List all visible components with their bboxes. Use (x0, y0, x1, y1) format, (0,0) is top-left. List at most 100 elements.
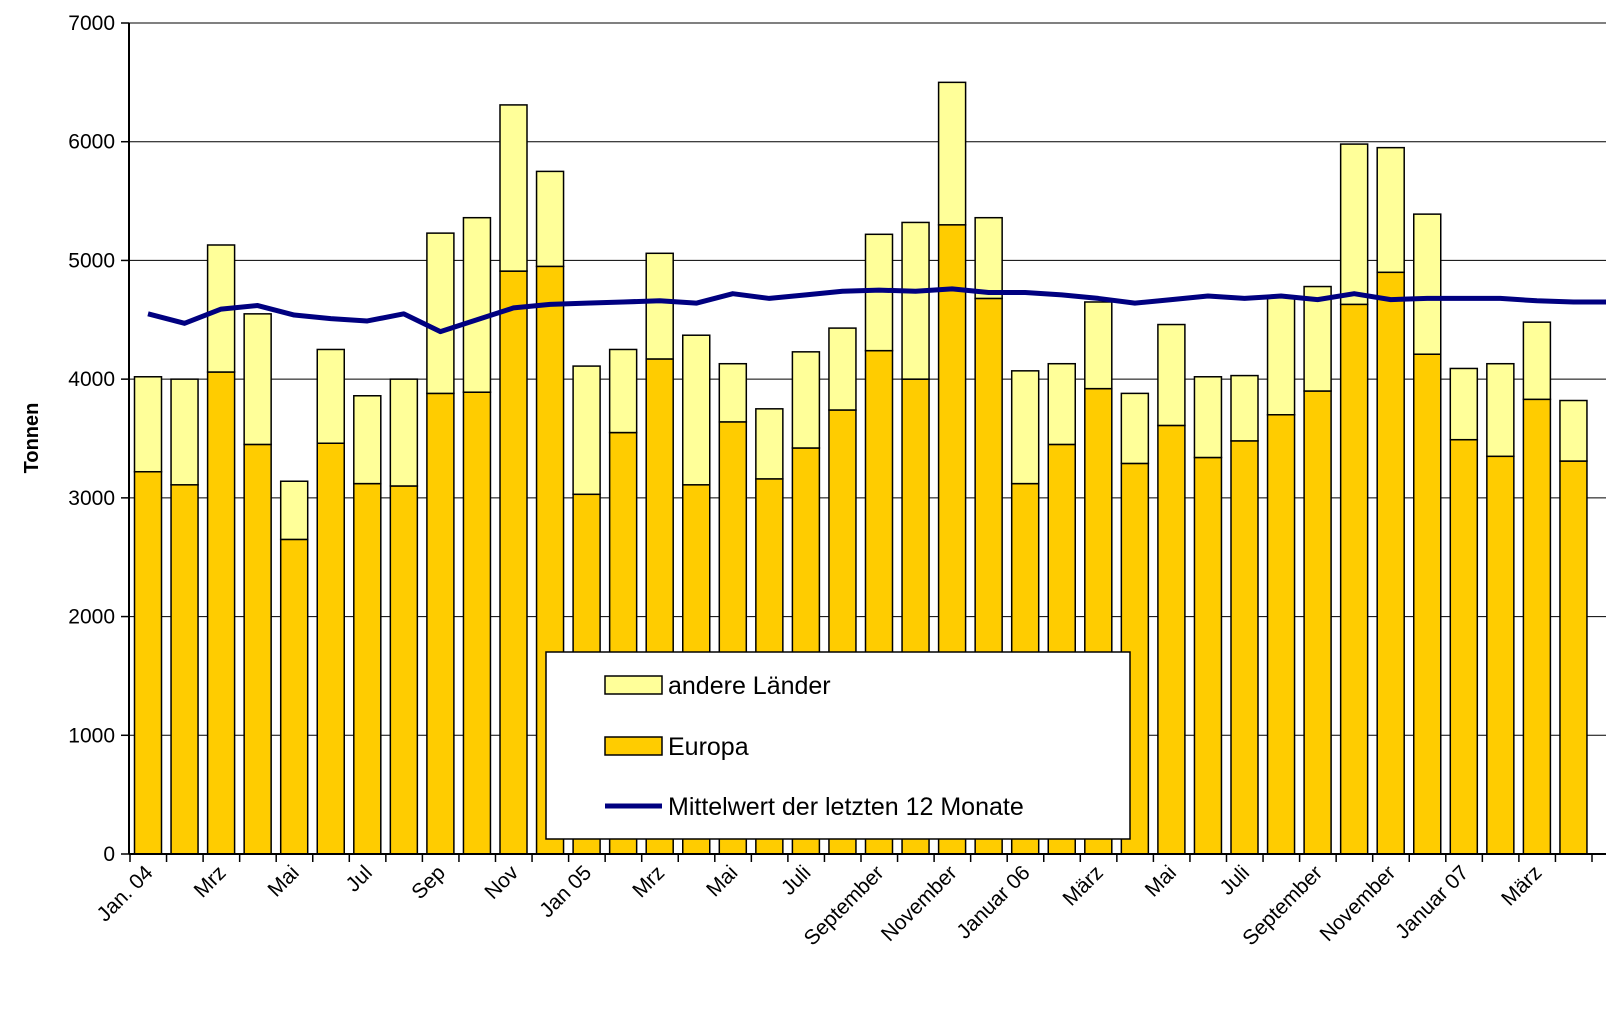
x-tick-label: Sep (407, 861, 450, 904)
x-tick-label: November (877, 861, 962, 946)
average-line (147, 286, 1606, 335)
bar-andere-laender (645, 252, 674, 360)
bar-europa (1376, 271, 1405, 855)
x-tick-label: November (1315, 861, 1400, 946)
average-line-layer (147, 286, 1606, 335)
bar-andere-laender (1522, 321, 1552, 401)
bar-europa (243, 443, 272, 855)
bar-andere-laender (243, 313, 272, 446)
bar-andere-laender (974, 216, 1003, 300)
bar-andere-laender (389, 378, 419, 487)
bar-europa (426, 392, 455, 855)
bar-andere-laender (316, 348, 345, 444)
bar-europa (170, 484, 199, 855)
bar-europa (1339, 303, 1369, 855)
bar-andere-laender (499, 104, 528, 272)
x-tick-label: Januar 07 (1391, 861, 1473, 943)
legend: andere Länder Europa Mittelwert der letz… (545, 651, 1131, 840)
bar-andere-laender (1376, 146, 1405, 274)
y-tick-labels: 0 1000 2000 3000 4000 5000 6000 7000 (68, 12, 115, 866)
x-tick-labels: Jan. 04 Mrz Mai Jul Sep Nov Jan 05 Mrz Mai JuliSe… (93, 861, 1547, 950)
bar-andere-laender (937, 81, 967, 226)
bar-andere-laender (828, 327, 857, 411)
y-tick-label: 6000 (68, 131, 115, 154)
y-tick-label: 2000 (68, 606, 115, 629)
bar-andere-laender (1047, 362, 1076, 446)
legend-label-andere-laender: andere Länder (668, 672, 831, 700)
x-tick-label: Januar 06 (952, 861, 1034, 943)
bar-europa (353, 482, 382, 855)
bar-europa (1230, 440, 1259, 855)
x-tick-label: September (800, 861, 889, 950)
x-tick-label: März (1059, 861, 1108, 910)
legend-label-europa: Europa (668, 733, 749, 761)
x-tick-label: Jul (342, 861, 377, 896)
x-tick-label: Juli (1215, 861, 1254, 900)
bar-andere-laender (608, 348, 638, 434)
bar-europa (1157, 424, 1186, 855)
bar-europa (279, 538, 309, 855)
x-tick-label: Mrz (628, 861, 669, 902)
x-tick-label: Nov (480, 861, 523, 904)
x-tick-label: Mai (264, 861, 304, 901)
bar-andere-laender (1413, 213, 1442, 355)
bar-andere-laender (1266, 295, 1296, 416)
x-tick-label: Jan 05 (535, 861, 596, 922)
y-tick-label: 4000 (68, 368, 115, 391)
bar-andere-laender (755, 408, 784, 480)
x-tick-label: Juli (777, 861, 816, 900)
bar-europa (1522, 398, 1552, 855)
bar-andere-laender (535, 170, 565, 268)
y-tick-label: 7000 (68, 12, 115, 35)
y-tick-label: 5000 (68, 249, 115, 272)
bar-andere-laender (1193, 376, 1223, 459)
bar-andere-laender (1486, 362, 1515, 458)
bar-andere-laender (791, 351, 821, 449)
legend-swatch-europa (604, 736, 663, 756)
bar-europa (462, 391, 492, 855)
x-tick-label: September (1238, 861, 1327, 950)
bar-andere-laender (572, 365, 601, 496)
bar-europa (1193, 456, 1223, 855)
bar-andere-laender (1449, 367, 1479, 441)
bar-andere-laender (353, 395, 382, 485)
bar-andere-laender (133, 376, 163, 473)
bar-europa (133, 470, 163, 855)
bar-andere-laender (426, 232, 455, 395)
x-tick-label: Mai (1141, 861, 1181, 901)
bar-europa (206, 371, 236, 855)
bar-andere-laender (1120, 392, 1150, 465)
y-tick-label: 3000 (68, 487, 115, 510)
bar-europa (499, 270, 528, 855)
bar-andere-laender (1339, 143, 1369, 306)
bar-europa (1303, 390, 1332, 855)
bar-europa (1449, 438, 1479, 855)
bar-andere-laender (1559, 399, 1588, 462)
x-tick-label: Mai (702, 861, 742, 901)
x-tick-label: März (1497, 861, 1546, 910)
bar-europa (389, 485, 419, 855)
legend-swatch-andere-laender (604, 675, 663, 695)
x-tick-label: Mrz (190, 861, 231, 902)
bar-europa (1559, 460, 1588, 855)
bar-andere-laender (1230, 374, 1259, 442)
y-tick-label: 0 (103, 843, 115, 866)
bar-andere-laender (170, 378, 199, 486)
bar-andere-laender (718, 362, 748, 423)
legend-label-mittelwert: Mittelwert der letzten 12 Monate (668, 793, 1024, 821)
bar-andere-laender (1084, 301, 1113, 390)
bar-andere-laender (1157, 323, 1186, 427)
bar-andere-laender (682, 334, 711, 486)
x-tick-label: Jan. 04 (93, 861, 158, 926)
y-axis-title: Tonnen (21, 403, 43, 474)
bar-europa (1266, 414, 1296, 855)
y-tick-label: 1000 (68, 724, 115, 747)
bar-andere-laender (901, 221, 930, 380)
bar-europa (1486, 455, 1515, 855)
bar-andere-laender (1303, 285, 1332, 392)
bar-andere-laender (462, 216, 492, 393)
axes (121, 22, 1606, 862)
bar-andere-laender (279, 480, 309, 541)
bar-europa (1413, 353, 1442, 855)
